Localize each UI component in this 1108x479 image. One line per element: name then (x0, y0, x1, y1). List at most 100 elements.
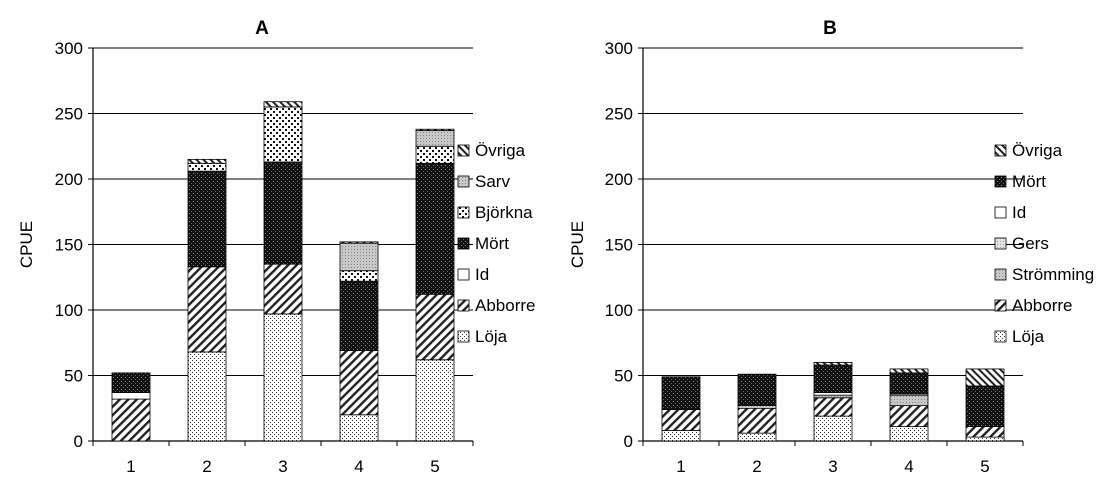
x-tick-label: 1 (676, 457, 685, 476)
y-tick-label: 0 (624, 432, 633, 451)
y-tick-label: 200 (55, 170, 83, 189)
legend-label: Abborre (1012, 296, 1072, 315)
bar-segment-mört (661, 376, 701, 410)
legend-label: Sarv (475, 172, 510, 191)
legend-swatch (457, 330, 470, 343)
y-tick-label: 250 (605, 105, 633, 124)
bar-segment-björkna (263, 106, 303, 163)
y-tick-label: 50 (64, 367, 83, 386)
y-tick-label: 0 (74, 432, 83, 451)
bar-segment-övriga (965, 368, 1005, 387)
bar-segment-mört (339, 280, 379, 352)
legend-label: Löja (1012, 327, 1045, 346)
bar-segment-björkna (339, 270, 379, 282)
bar-segment-löja (339, 414, 379, 442)
legend-label: Abborre (475, 296, 535, 315)
bar-segment-löja (263, 313, 303, 442)
legend-label: Id (475, 265, 489, 284)
x-tick-label: 5 (430, 457, 439, 476)
bar-segment-löja (889, 426, 929, 442)
chart-title: B (823, 18, 837, 39)
bar-segment-mört (187, 170, 227, 268)
bar-segment-sarv (339, 242, 379, 272)
bar-segment-abborre (965, 426, 1005, 438)
legend-swatch (994, 268, 1007, 281)
legend-swatch (457, 237, 470, 250)
bar-segment-mört (263, 161, 303, 265)
y-tick-label: 150 (55, 236, 83, 255)
bar-segment-mört (965, 385, 1005, 427)
legend-label: Strömming (1012, 265, 1094, 284)
y-tick-label: 250 (55, 105, 83, 124)
legend-label: Björkna (475, 203, 533, 222)
bar-segment-löja (661, 430, 701, 442)
bar-segment-löja (187, 351, 227, 442)
legend-swatch (994, 299, 1007, 312)
bar-segment-övriga (415, 128, 455, 131)
legend-swatch (994, 206, 1007, 219)
bar-segment-mört (415, 162, 455, 295)
legend: Övriga Mört Id Gers Strömming Abborre Löja (994, 141, 1094, 346)
bar-segment-id (111, 392, 151, 400)
bar-segment-strömming (889, 394, 929, 407)
bar-segment-abborre (813, 397, 853, 417)
bar-segment-abborre (415, 293, 455, 361)
bar-segment-abborre (339, 350, 379, 416)
bar-segment-övriga (889, 368, 929, 374)
bar-segment-mört (813, 364, 853, 393)
y-tick-label: 300 (605, 39, 633, 58)
bar-segment-mört (737, 373, 777, 407)
bar-segment-löja (737, 432, 777, 442)
x-tick-label: 4 (354, 457, 363, 476)
legend-swatch (457, 175, 470, 188)
bar-segment-mört (111, 372, 151, 393)
y-tick-label: 50 (614, 367, 633, 386)
legend-swatch (994, 237, 1007, 250)
legend-label: Mört (1012, 172, 1046, 191)
legend-label: Övriga (1012, 141, 1063, 160)
y-axis-label: CPUE (568, 221, 587, 268)
y-tick-label: 100 (55, 301, 83, 320)
x-tick-label: 4 (904, 457, 913, 476)
y-tick-label: 300 (55, 39, 83, 58)
bar-segment-abborre (111, 398, 151, 442)
bar-segment-abborre (187, 266, 227, 353)
legend-label: Id (1012, 203, 1026, 222)
bar-segment-övriga (263, 101, 303, 108)
y-tick-label: 150 (605, 236, 633, 255)
legend: Övriga Sarv Björkna Mört Id Abborre Löja (457, 141, 535, 346)
x-tick-label: 3 (828, 457, 837, 476)
bar-segment-löja (965, 436, 1005, 442)
legend-label: Löja (475, 327, 508, 346)
legend-swatch (994, 330, 1007, 343)
y-tick-label: 200 (605, 170, 633, 189)
legend-label: Mört (475, 234, 509, 253)
bar-segment-övriga (187, 158, 227, 164)
bar-segment-mört (889, 372, 929, 395)
legend-swatch (994, 144, 1007, 157)
x-tick-label: 5 (980, 457, 989, 476)
y-tick-label: 100 (605, 301, 633, 320)
bar-segment-löja (415, 359, 455, 442)
legend-swatch (457, 144, 470, 157)
x-tick-label: 1 (126, 457, 135, 476)
legend-swatch (457, 299, 470, 312)
chart-panel-b: 0 50 100 150 200 250 300 1 2 3 4 5 B CPUE Övriga Mört Id… (568, 18, 1094, 476)
legend-label: Övriga (475, 141, 526, 160)
bar-segment-löja (813, 415, 853, 442)
bar-segment-övriga (813, 361, 853, 366)
bar-segment-sarv (415, 130, 455, 147)
y-axis-label: CPUE (17, 221, 36, 268)
x-tick-label: 2 (752, 457, 761, 476)
bar-segment-abborre (889, 405, 929, 427)
legend-label: Gers (1012, 234, 1049, 253)
legend-swatch (457, 206, 470, 219)
chart-title: A (255, 18, 269, 39)
bar-segment-abborre (263, 263, 303, 315)
bar-segment-övriga (339, 241, 379, 244)
chart-panel-a: 0 50 100 150 200 250 300 1 2 3 4 5 A CPUE Övriga Sarv Bj… (17, 18, 535, 476)
x-tick-label: 2 (202, 457, 211, 476)
bar-segment-björkna (415, 145, 455, 164)
bar-segment-björkna (187, 162, 227, 172)
